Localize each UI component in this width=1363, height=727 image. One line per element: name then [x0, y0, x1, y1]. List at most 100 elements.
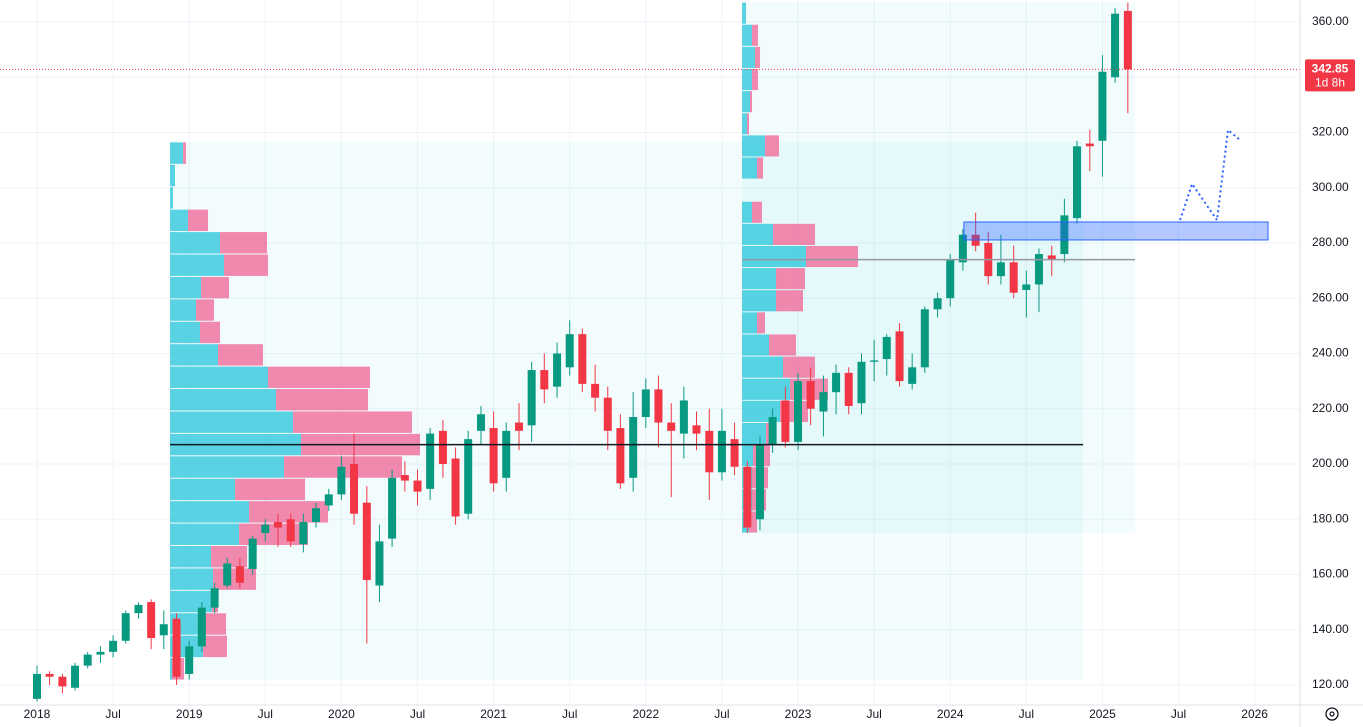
candle-body	[717, 430, 726, 473]
candle-body	[299, 522, 308, 545]
x-tick-label: Jul	[866, 707, 881, 721]
candle-body	[616, 428, 625, 484]
profile-up	[742, 223, 774, 245]
profile-up	[170, 568, 214, 590]
profile-up	[742, 201, 753, 223]
gear-center[interactable]	[1329, 711, 1335, 717]
profile-up	[742, 334, 770, 356]
projection-path	[1179, 128, 1241, 223]
candle-body	[121, 613, 130, 641]
candle-body	[832, 372, 841, 393]
profile-down	[750, 91, 753, 113]
candle-body	[337, 466, 346, 495]
x-tick-label: Jul	[1171, 707, 1186, 721]
profile-down	[213, 568, 257, 590]
candle-body	[768, 417, 777, 445]
candle-body	[1123, 10, 1132, 70]
profile-up	[742, 135, 766, 157]
candle-body	[933, 298, 942, 310]
profile-down	[183, 142, 187, 164]
candle-body	[654, 389, 663, 423]
candle-body	[248, 538, 257, 569]
candle-body	[286, 519, 295, 542]
candle-body	[870, 360, 879, 362]
profile-down	[769, 334, 797, 356]
profile-down	[203, 635, 228, 658]
profile-up	[170, 209, 189, 232]
candle-body	[489, 428, 498, 484]
profile-down	[196, 299, 215, 321]
x-tick-label: Jul	[105, 707, 120, 721]
profile-up	[742, 356, 784, 378]
candle-body	[946, 259, 955, 299]
candle-body	[920, 309, 929, 368]
profile-down	[235, 478, 306, 501]
candle-body	[451, 458, 460, 517]
candle-body	[641, 389, 650, 418]
profile-down	[249, 501, 329, 523]
candle-body	[1047, 255, 1056, 260]
profile-down	[757, 157, 764, 179]
profile-down	[765, 135, 780, 157]
profile-up	[170, 321, 201, 344]
profile-up	[742, 157, 758, 179]
candle-body	[32, 673, 41, 699]
candle-body	[71, 665, 80, 688]
candle-body	[705, 430, 714, 473]
y-tick-label: 280.00	[1312, 235, 1349, 249]
candle-body	[438, 430, 447, 464]
profile-up	[170, 276, 202, 299]
y-tick-label: 200.00	[1312, 456, 1349, 470]
profile-up	[170, 456, 285, 478]
candle-body	[502, 430, 511, 478]
last-price-label: 342.85	[1312, 62, 1349, 76]
candle-body	[388, 477, 397, 539]
candle-body	[667, 422, 676, 431]
profile-up	[742, 268, 777, 290]
candle-body	[755, 444, 764, 520]
profile-up	[742, 91, 751, 113]
candle-body	[578, 334, 587, 384]
candle-body	[476, 414, 485, 431]
y-tick-label: 240.00	[1312, 346, 1349, 360]
candle-body	[185, 646, 194, 674]
profile-down	[752, 68, 759, 91]
profile-down	[752, 24, 759, 46]
profile-up	[170, 142, 184, 164]
profile-up	[170, 299, 197, 321]
profile-up	[170, 232, 221, 254]
profile-area	[170, 141, 1084, 681]
profile-up	[170, 658, 173, 680]
candle-body	[1022, 284, 1031, 290]
profile-down	[749, 511, 758, 533]
candle-body	[908, 367, 917, 384]
profile-down	[747, 113, 750, 135]
candle-body	[515, 422, 524, 431]
profile-down	[188, 209, 209, 232]
x-tick-label: Jul	[410, 707, 425, 721]
gear[interactable]	[1325, 707, 1339, 721]
y-tick-label: 300.00	[1312, 180, 1349, 194]
profile-up	[170, 164, 176, 187]
profile-up	[742, 2, 747, 24]
countdown-label: 1d 8h	[1315, 76, 1345, 90]
settings-icon[interactable]	[1325, 707, 1339, 721]
profile-up	[742, 68, 753, 91]
candle-body	[882, 336, 891, 360]
candle-body	[553, 353, 562, 387]
profile-up	[742, 46, 756, 68]
candle-body	[159, 624, 168, 636]
x-tick-label: Jul	[1019, 707, 1034, 721]
profile-up	[170, 344, 219, 366]
candle-body	[679, 400, 688, 434]
candle-body	[83, 654, 92, 666]
candle-body	[819, 392, 828, 412]
candle-body	[235, 566, 244, 583]
y-tick-label: 180.00	[1312, 511, 1349, 525]
x-tick-label: 2026	[1241, 707, 1268, 721]
profile-down	[783, 356, 816, 378]
x-tick-label: 2020	[328, 707, 355, 721]
x-tick-label: 2022	[632, 707, 659, 721]
x-tick-label: Jul	[562, 707, 577, 721]
profile-up	[742, 312, 758, 334]
